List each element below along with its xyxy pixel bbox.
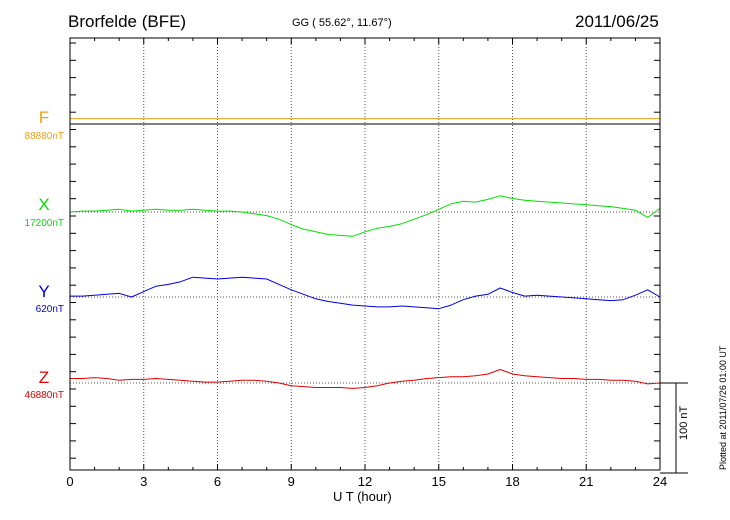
series-line-z — [70, 369, 661, 389]
channel-baseline-z: 46880nT — [24, 390, 64, 401]
series-line-y — [70, 276, 661, 310]
x-tick-label: 3 — [140, 474, 148, 489]
x-tick-label: 9 — [287, 474, 295, 489]
x-tick-label: 24 — [652, 474, 668, 489]
channel-name-z: Z — [38, 368, 50, 387]
x-axis-label: U T (hour) — [333, 489, 392, 504]
channel-name-x: X — [38, 195, 50, 214]
x-tick-label: 21 — [579, 474, 594, 489]
channel-baseline-f: 88880nT — [24, 131, 64, 142]
channel-name-y: Y — [38, 282, 50, 301]
plot-date: 2011/06/25 — [575, 12, 659, 31]
series-line-x — [69, 195, 661, 237]
x-tick-label: 0 — [66, 474, 74, 489]
scale-bar-label: 100 nT — [678, 405, 690, 440]
x-tick-label: 18 — [505, 474, 520, 489]
x-tick-label: 12 — [357, 474, 373, 489]
scale-bar — [660, 382, 688, 474]
channel-baseline-y: 620nT — [35, 304, 64, 315]
channel-name-f: F — [38, 108, 50, 127]
axis-ticks — [69, 38, 661, 470]
grid-lines — [70, 38, 660, 470]
x-tick-label: 6 — [213, 474, 222, 489]
plotted-timestamp: Plotted at 2011/07/26 01:00 UT — [718, 345, 728, 470]
geographic-coords: GG ( 55.62°, 11.67°) — [292, 17, 392, 29]
series-traces — [69, 118, 661, 389]
station-title: Brorfelde (BFE) — [68, 12, 187, 31]
x-tick-label: 15 — [431, 474, 446, 489]
channel-baseline-x: 17200nT — [24, 218, 64, 229]
